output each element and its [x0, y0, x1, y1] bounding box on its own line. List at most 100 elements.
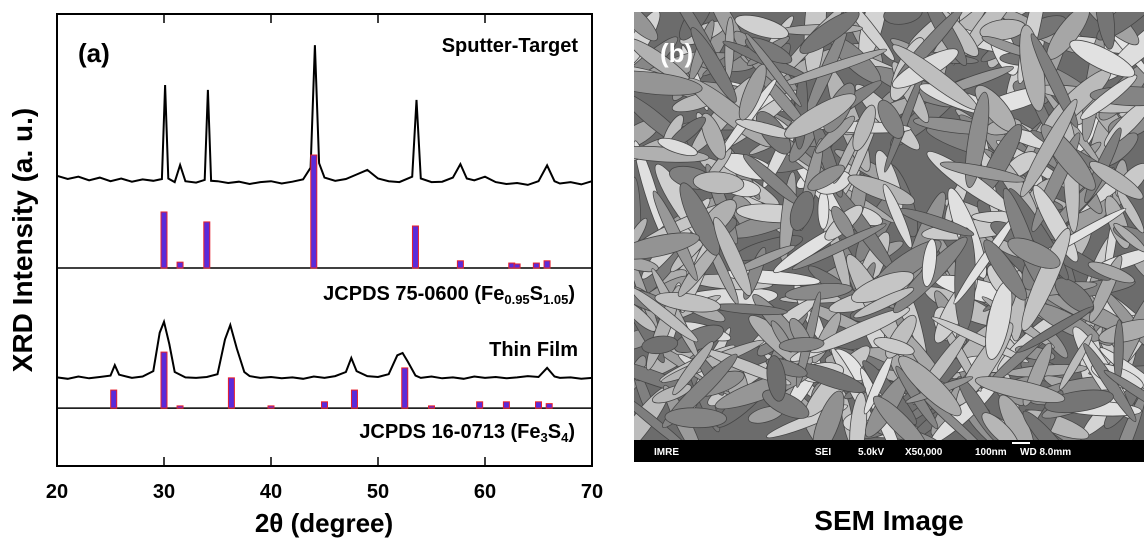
reference-stick [476, 401, 484, 409]
sem-texture [1030, 33, 1079, 128]
reference-stick [350, 389, 358, 409]
reference-stick [513, 263, 521, 269]
sem-texture [1098, 318, 1144, 344]
sem-texture [664, 407, 727, 429]
y-axis-label: XRD Intensity (a. u.) [7, 108, 38, 372]
series-label-part: S [530, 283, 543, 305]
sem-texture [778, 337, 825, 353]
sem-texture [784, 93, 857, 139]
sem-texture [983, 239, 1028, 301]
series-label-part: 4 [561, 430, 569, 445]
sem-texture [654, 292, 721, 313]
xrd-trace [56, 45, 593, 186]
sem-texture [692, 171, 745, 195]
sem-texture [921, 238, 937, 287]
reference-stick [310, 154, 318, 269]
sem-texture [939, 161, 1026, 183]
x-tick-label: 60 [474, 481, 496, 503]
sem-texture [672, 341, 714, 396]
series-label-part: Thin Film [489, 339, 578, 361]
reference-stick [401, 367, 409, 409]
series-label: JCPDS 75-0600 (Fe0.95S1.05) [323, 283, 575, 307]
reference-stick [160, 211, 168, 269]
sem-info-bar [634, 440, 1144, 462]
x-axis-label: 2θ (degree) [255, 508, 393, 538]
x-tick-label: 20 [46, 481, 68, 503]
sem-texture [791, 223, 887, 270]
reference-stick [160, 351, 168, 409]
sem-texture [641, 335, 679, 355]
sem-texture [882, 183, 913, 249]
sem-texture [1103, 370, 1144, 417]
sem-texture [713, 216, 752, 297]
sem-texture [734, 14, 789, 40]
sem-texture [1113, 222, 1144, 253]
x-tick-label: 50 [367, 481, 389, 503]
sem-texture [634, 12, 659, 42]
x-tick-label: 40 [260, 481, 282, 503]
reference-stick [267, 405, 275, 409]
series-label-part: S [548, 421, 561, 443]
sem-texture [974, 376, 1066, 403]
sem-texture [679, 182, 720, 256]
reference-stick [411, 225, 419, 269]
x-tick-label: 30 [153, 481, 175, 503]
sem-texture [799, 12, 860, 54]
sem-texture [789, 190, 815, 231]
x-tick-label: 70 [581, 481, 603, 503]
sem-texture [1080, 74, 1138, 120]
caption: SEM Image [814, 505, 963, 536]
series-label-part: JCPDS 16-0713 (Fe [359, 421, 540, 443]
sem-info: X50,000 [905, 447, 943, 458]
sem-texture [839, 12, 895, 61]
sem-texture [1089, 161, 1144, 200]
sem-texture [1087, 261, 1135, 284]
sem-info: SEI [815, 447, 831, 458]
series-label-part: 1.05 [543, 292, 568, 307]
sem-texture [853, 287, 915, 319]
sem-info: IMRE [654, 447, 679, 458]
sem-texture [1017, 306, 1094, 353]
sem-info: 5.0kV [858, 447, 884, 458]
series-label-part: JCPDS 75-0600 (Fe [323, 283, 504, 305]
sem-texture [634, 70, 703, 96]
sem-texture [847, 174, 915, 206]
sem-texture [898, 355, 962, 417]
sem-texture [873, 337, 915, 356]
reference-stick [532, 262, 540, 269]
panel-label: (a) [78, 38, 110, 68]
reference-stick [545, 403, 553, 409]
sem-texture [1020, 98, 1078, 198]
sem-info: 100nm [975, 447, 1007, 458]
sem-info: WD 8.0mm [1020, 447, 1071, 458]
series-label: Thin Film [489, 339, 578, 361]
sem-image [634, 12, 1144, 462]
reference-stick [203, 221, 211, 269]
reference-stick [535, 401, 542, 409]
xrd-trace [56, 318, 593, 380]
series-label: JCPDS 16-0713 (Fe3S4) [359, 421, 575, 445]
reference-stick [176, 405, 184, 409]
reference-stick [428, 405, 435, 409]
reference-stick [456, 260, 464, 269]
sem-texture [817, 190, 830, 230]
sem-texture [657, 137, 698, 157]
sem-texture [738, 63, 767, 121]
reference-stick [110, 389, 118, 409]
sem-texture [1069, 39, 1136, 78]
series-label-part: 3 [541, 430, 548, 445]
reference-stick [176, 261, 184, 269]
sem-texture [1021, 227, 1071, 332]
sem-texture [807, 164, 846, 191]
reference-stick [321, 401, 328, 409]
plot-frame [56, 13, 593, 467]
reference-stick [543, 260, 551, 269]
sem-texture [877, 99, 905, 139]
sem-texture [1094, 12, 1116, 50]
panel-label: (b) [660, 38, 693, 68]
series-label: Sputter-Target [442, 35, 579, 57]
sem-texture [1007, 237, 1061, 269]
series-label-part: ) [568, 283, 575, 305]
sem-texture [634, 217, 648, 255]
